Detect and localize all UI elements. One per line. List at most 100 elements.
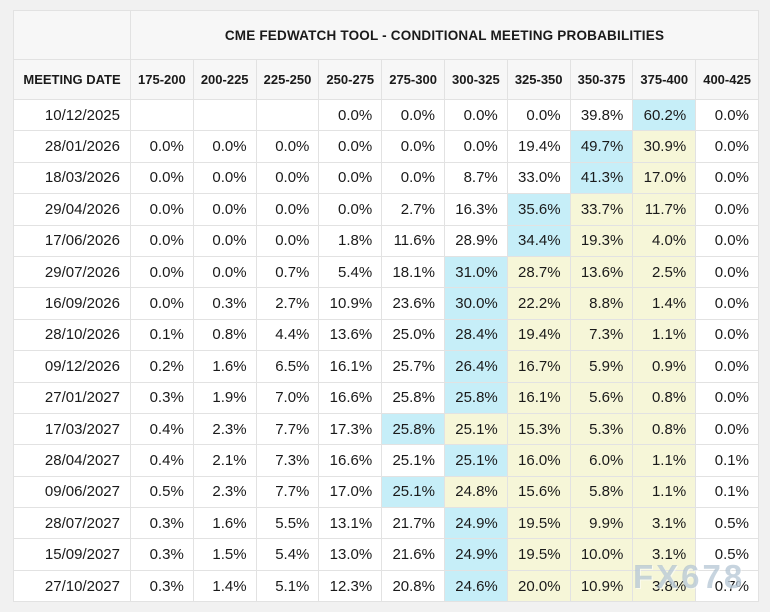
- probability-cell: 0.0%: [130, 224, 194, 257]
- probability-cell: 60.2%: [632, 98, 697, 132]
- probability-cell: 19.4%: [506, 130, 571, 163]
- probability-cell: 0.3%: [130, 381, 194, 414]
- probability-cell: 24.9%: [443, 538, 508, 571]
- probability-cell: 17.0%: [318, 475, 383, 509]
- probability-cell: 0.0%: [695, 350, 759, 383]
- fedwatch-table: CME FEDWATCH TOOL - CONDITIONAL MEETING …: [13, 10, 759, 603]
- probability-cell: 0.7%: [255, 255, 320, 289]
- probability-cell: 0.0%: [255, 224, 320, 257]
- probability-cell: 24.6%: [443, 569, 508, 603]
- probability-cell: 0.5%: [695, 538, 759, 571]
- corner-cell: [13, 10, 131, 60]
- table-row: 28/10/2026 0.1% 0.8% 4.4% 13.6% 25.0% 28.4% 19.…: [13, 318, 759, 352]
- probability-cell: 25.7%: [381, 350, 445, 383]
- meeting-date-header: MEETING DATE: [13, 59, 131, 100]
- probability-cell: 5.8%: [569, 475, 634, 509]
- probability-cell: 0.0%: [130, 130, 194, 163]
- probability-cell: 16.3%: [443, 193, 508, 226]
- probability-cell: 17.0%: [632, 161, 697, 195]
- table-row: 15/09/2027 0.3% 1.5% 5.4% 13.0% 21.6% 24.9% 19.…: [13, 538, 759, 571]
- rate-range-header: 400-425: [695, 59, 759, 100]
- meeting-date-cell: 18/03/2026: [13, 161, 131, 195]
- probability-cell: 24.8%: [443, 475, 508, 509]
- probability-cell: 0.4%: [130, 444, 194, 477]
- probability-cell: 5.6%: [569, 381, 634, 414]
- probability-cell: 16.1%: [318, 350, 383, 383]
- table-row: 16/09/2026 0.0% 0.3% 2.7% 10.9% 23.6% 30.0% 22.…: [13, 287, 759, 320]
- probability-cell: 4.0%: [632, 224, 697, 257]
- meeting-date-cell: 28/10/2026: [13, 318, 131, 352]
- probability-cell: 1.4%: [632, 287, 697, 320]
- probability-cell: 0.1%: [695, 475, 759, 509]
- probability-cell: 1.4%: [192, 569, 257, 603]
- probability-cell: 0.0%: [192, 193, 257, 226]
- probability-cell: 2.5%: [632, 255, 697, 289]
- meeting-date-cell: 17/03/2027: [13, 412, 131, 446]
- probability-cell: 28.7%: [506, 255, 571, 289]
- probability-cell: 1.1%: [632, 444, 697, 477]
- probability-cell: 7.7%: [255, 412, 320, 446]
- probability-cell: 0.5%: [130, 475, 194, 509]
- probability-cell: 0.0%: [192, 130, 257, 163]
- probability-cell: 0.8%: [192, 318, 257, 352]
- probability-cell: 24.9%: [443, 507, 508, 540]
- probability-cell: 9.9%: [569, 507, 634, 540]
- probability-cell: 13.6%: [318, 318, 383, 352]
- probability-cell: 3.8%: [632, 569, 697, 603]
- probability-cell: 19.4%: [506, 318, 571, 352]
- probability-cell: 1.5%: [192, 538, 257, 571]
- probability-cell: 19.5%: [506, 538, 571, 571]
- probability-cell: 25.8%: [381, 412, 445, 446]
- probability-cell: 0.0%: [695, 287, 759, 320]
- probability-cell: 16.0%: [506, 444, 571, 477]
- probability-cell: 7.3%: [255, 444, 320, 477]
- probability-cell: 2.7%: [255, 287, 320, 320]
- probability-cell: 8.8%: [569, 287, 634, 320]
- probability-cell: 5.9%: [569, 350, 634, 383]
- table-row: 27/10/2027 0.3% 1.4% 5.1% 12.3% 20.8% 24.6% 20.…: [13, 569, 759, 603]
- rate-range-header: 375-400: [632, 59, 697, 100]
- probability-cell: 20.0%: [506, 569, 571, 603]
- probability-cell: 33.7%: [569, 193, 634, 226]
- probability-cell: 0.0%: [695, 255, 759, 289]
- probability-cell: 10.9%: [318, 287, 383, 320]
- rate-range-header: 300-325: [443, 59, 508, 100]
- probability-cell: 0.0%: [381, 130, 445, 163]
- probability-cell: 0.0%: [318, 130, 383, 163]
- probability-cell: 1.1%: [632, 475, 697, 509]
- probability-cell: 0.0%: [130, 161, 194, 195]
- probability-cell: 19.3%: [569, 224, 634, 257]
- probability-cell: 30.9%: [632, 130, 697, 163]
- probability-cell: 0.8%: [632, 412, 697, 446]
- table-row: 28/04/2027 0.4% 2.1% 7.3% 16.6% 25.1% 25.1% 16.…: [13, 444, 759, 477]
- probability-cell: 3.1%: [632, 538, 697, 571]
- rate-range-header: 225-250: [255, 59, 320, 100]
- probability-cell: 2.3%: [192, 475, 257, 509]
- probability-cell: 1.9%: [192, 381, 257, 414]
- rate-range-header: 350-375: [569, 59, 634, 100]
- probability-cell: 25.0%: [381, 318, 445, 352]
- probability-cell: 0.3%: [130, 507, 194, 540]
- meeting-date-cell: 28/07/2027: [13, 507, 131, 540]
- probability-cell: 25.8%: [381, 381, 445, 414]
- probability-cell: 7.7%: [255, 475, 320, 509]
- probability-cell: 21.6%: [381, 538, 445, 571]
- probability-cell: 0.0%: [130, 287, 194, 320]
- fedwatch-table-container: CME FEDWATCH TOOL - CONDITIONAL MEETING …: [13, 10, 759, 603]
- probability-cell: 0.9%: [632, 350, 697, 383]
- probability-cell: 0.5%: [695, 507, 759, 540]
- probability-cell: 6.0%: [569, 444, 634, 477]
- probability-cell: 23.6%: [381, 287, 445, 320]
- probability-cell: 0.0%: [255, 193, 320, 226]
- probability-cell: 1.8%: [318, 224, 383, 257]
- probability-cell: 41.3%: [569, 161, 634, 195]
- rate-range-header: 325-350: [506, 59, 571, 100]
- header-row: MEETING DATE 175-200 200-225 225-250 250-275…: [13, 59, 759, 100]
- probability-cell: [130, 98, 194, 132]
- probability-cell: 0.1%: [695, 444, 759, 477]
- probability-cell: 0.0%: [318, 161, 383, 195]
- probability-cell: 0.0%: [192, 161, 257, 195]
- probability-cell: 33.0%: [506, 161, 571, 195]
- probability-cell: 7.3%: [569, 318, 634, 352]
- probability-cell: 6.5%: [255, 350, 320, 383]
